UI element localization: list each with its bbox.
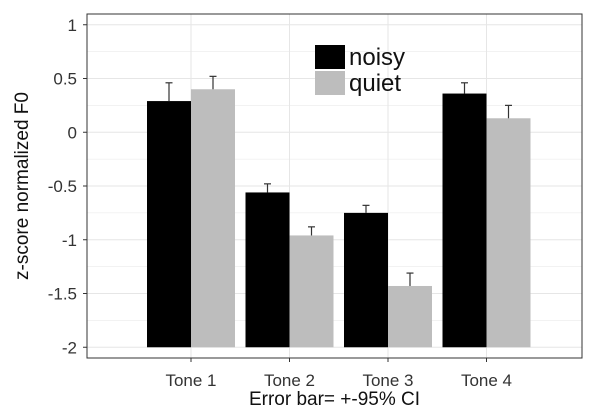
bar-noisy-tone-4: [442, 93, 487, 348]
errorbar-noisy-tone-1: [165, 82, 173, 102]
y-axis-title: z-score normalized F0: [12, 92, 33, 280]
x-axis-ticks: Tone 1 Tone 2 Tone 3 Tone 4: [165, 358, 512, 390]
y-tick-label: -1: [62, 231, 77, 250]
errorbar-quiet-tone-4: [505, 104, 512, 119]
legend-key-noisy: [315, 45, 345, 69]
x-tick-label: Tone 1: [165, 371, 216, 390]
errorbar-quiet-tone-3: [406, 272, 414, 286]
bars: [147, 89, 531, 348]
errorbar-quiet-tone-2: [308, 226, 315, 236]
bar-noisy-tone-3: [344, 212, 388, 348]
error-bars: [165, 75, 512, 286]
y-axis-ticks: 1 0.5 0 -0.5 -1 -1.5 -2: [48, 16, 87, 357]
y-tick-label: 0.5: [53, 70, 77, 89]
x-axis-title: Error bar= +-95% CI: [249, 389, 420, 410]
errorbar-quiet-tone-1: [209, 75, 217, 90]
y-tick-label: -2: [62, 338, 77, 357]
x-tick-label: Tone 4: [461, 371, 512, 390]
errorbar-noisy-tone-2: [264, 183, 271, 193]
y-tick-label: -1.5: [48, 285, 77, 304]
bar-quiet-tone-1: [191, 89, 235, 348]
legend-key-quiet: [315, 71, 345, 95]
bar-quiet-tone-4: [486, 118, 531, 348]
x-tick-label: Tone 2: [264, 371, 315, 390]
legend-label-quiet: quiet: [349, 70, 401, 97]
bar-quiet-tone-2: [289, 235, 334, 348]
bar-noisy-tone-1: [147, 101, 191, 348]
x-tick-label: Tone 3: [362, 371, 413, 390]
errorbar-noisy-tone-3: [362, 204, 370, 213]
y-tick-label: 0: [68, 123, 77, 142]
legend-label-noisy: noisy: [349, 44, 405, 71]
bar-quiet-tone-3: [388, 285, 432, 348]
bar-noisy-tone-2: [245, 192, 290, 348]
y-tick-label: -0.5: [48, 177, 77, 196]
y-tick-label: 1: [68, 16, 77, 35]
errorbar-noisy-tone-4: [461, 82, 468, 94]
